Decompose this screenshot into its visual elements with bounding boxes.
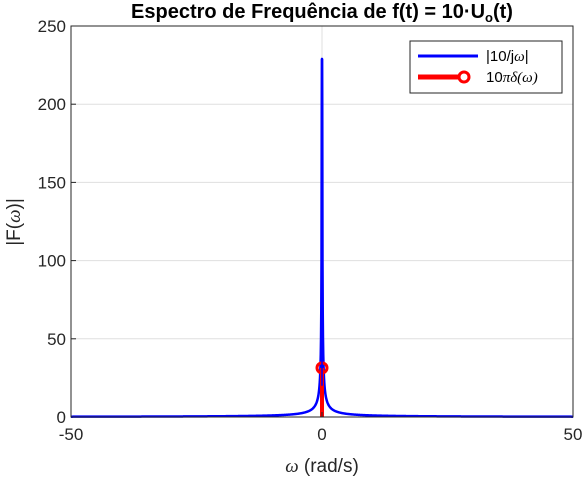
y-axis-label-symbol: ω: [4, 209, 25, 222]
y-axis-label: |F(ω)|: [4, 198, 25, 246]
y-axis-label-post: )|: [4, 198, 25, 209]
legend-label-0-post: |: [525, 48, 529, 65]
legend-box: [409, 40, 563, 94]
legend-label-0-pre: |10/j: [486, 48, 514, 65]
chart-title-end: (t): [493, 1, 513, 23]
y-tick-label: 150: [38, 173, 66, 192]
legend-label-1-symbol: πδ(ω): [503, 70, 538, 86]
y-tick-label: 0: [57, 408, 66, 427]
legend: |10/jω| 10πδ(ω): [409, 40, 563, 94]
legend-label-1-pre: 10: [486, 69, 503, 86]
chart-title-main: Espectro de Frequência de f(t) = 10·U: [131, 1, 485, 23]
x-tick-label: -50: [59, 425, 84, 444]
y-tick-label: 50: [47, 330, 66, 349]
legend-label-abs-10-over-jw: |10/jω|: [486, 48, 529, 65]
x-tick-label: 0: [317, 425, 326, 444]
chart-title-subscript: o: [485, 10, 493, 25]
y-tick-label: 250: [38, 17, 66, 36]
x-tick-label: 50: [564, 425, 583, 444]
legend-label-10-pi-delta: 10πδ(ω): [486, 69, 538, 86]
chart-title: Espectro de Frequência de f(t) = 10·Uo(t…: [131, 1, 513, 25]
y-tick-label: 100: [38, 252, 66, 271]
y-tick-label: 200: [38, 95, 66, 114]
legend-marker-10-pi-delta: [457, 70, 471, 84]
legend-label-0-symbol: ω: [514, 49, 525, 65]
x-axis-label: ω (rad/s): [285, 456, 359, 477]
x-axis-label-rest: (rad/s): [299, 456, 359, 477]
x-axis-label-symbol: ω: [285, 456, 298, 477]
y-axis-label-pre: |F(: [4, 222, 25, 246]
